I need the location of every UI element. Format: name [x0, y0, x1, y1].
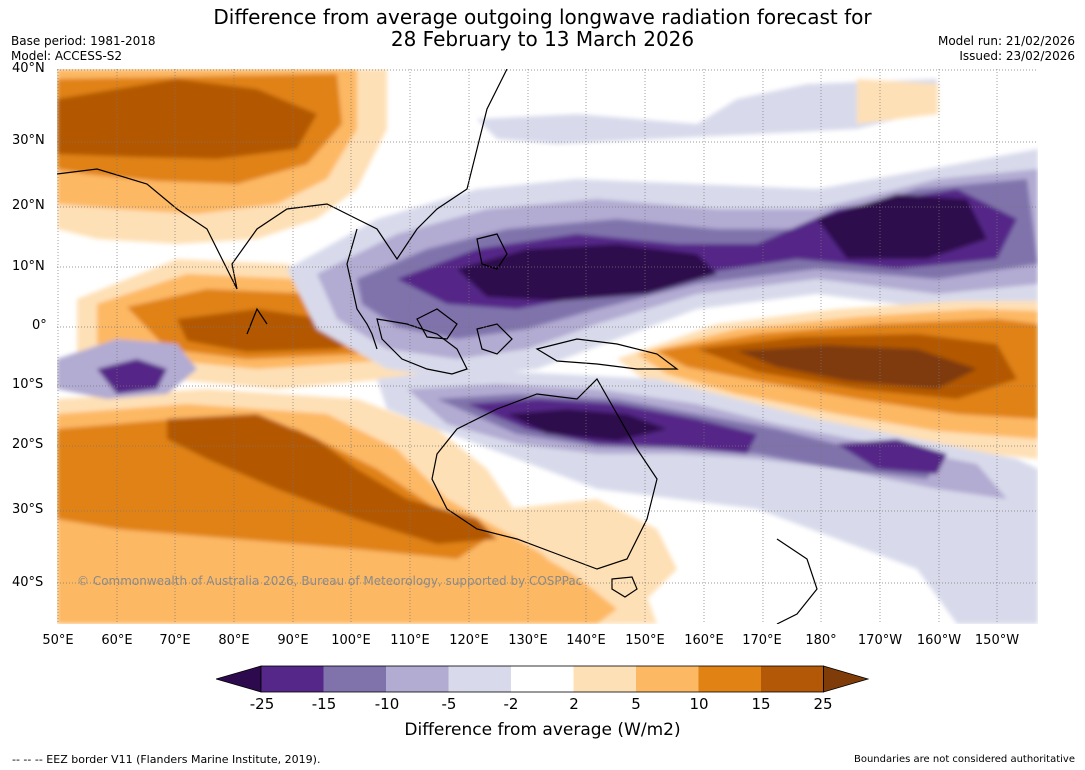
colorbar-title: Difference from average (W/m2) — [404, 720, 681, 740]
map-canvas — [57, 69, 1038, 624]
colorbar-bin-8 — [698, 666, 761, 692]
colorbar-lower-arrow — [216, 665, 262, 693]
lon-label-70e: 70°E — [159, 633, 191, 648]
lon-label-150w: 150°W — [974, 633, 1020, 648]
colorbar-tick-2: 2 — [569, 695, 579, 713]
coastlines — [57, 69, 818, 624]
colorbar-tick-m25: -25 — [249, 695, 275, 713]
lon-label-130e: 130°E — [508, 633, 548, 648]
colorbar-bin-6 — [573, 666, 636, 692]
lat-label-10n: 10°N — [12, 259, 45, 274]
model-name: Model: ACCESS-S2 — [11, 49, 123, 63]
anomaly-fields — [57, 69, 1038, 624]
lon-label-140e: 140°E — [566, 633, 606, 648]
lon-label-100e: 100°E — [331, 633, 371, 648]
graticule — [57, 69, 1038, 624]
olr-anomaly-map — [57, 69, 1038, 624]
colorbar-tick-5: 5 — [631, 695, 641, 713]
colorbar — [216, 665, 870, 693]
lat-label-equator: 0° — [32, 318, 47, 333]
lon-label-160w: 160°W — [916, 633, 962, 648]
colorbar-bin-2 — [323, 666, 386, 692]
copyright-notice: © Commonwealth of Australia 2026, Bureau… — [77, 574, 583, 588]
colorbar-bin-9 — [761, 666, 824, 692]
colorbar-bin-5 — [511, 666, 574, 692]
lon-label-90e: 90°E — [277, 633, 309, 648]
lat-label-40n: 40°N — [12, 61, 45, 76]
model-run: Model run: 21/02/2026 — [937, 34, 1075, 48]
lon-label-160e: 160°E — [684, 633, 724, 648]
colorbar-bin-3 — [386, 666, 449, 692]
colorbar-tick-10: 10 — [689, 695, 709, 713]
map-title-line1: Difference from average outgoing longwav… — [213, 5, 872, 29]
lon-label-150e: 150°E — [625, 633, 665, 648]
lat-label-20s: 20°S — [12, 437, 44, 452]
base-period: Base period: 1981-2018 — [11, 34, 156, 48]
colorbar-tick-15: 15 — [751, 695, 771, 713]
lon-label-120e: 120°E — [449, 633, 489, 648]
lon-label-50e: 50°E — [42, 633, 74, 648]
boundaries-disclaimer: Boundaries are not considered authoritat… — [853, 754, 1075, 765]
colorbar-tick-m10: -10 — [374, 695, 400, 713]
lon-label-180: 180° — [805, 633, 837, 648]
lat-label-30n: 30°N — [12, 133, 45, 148]
lon-label-80e: 80°E — [218, 633, 250, 648]
lon-label-170e: 170°E — [742, 633, 782, 648]
lat-label-20n: 20°N — [12, 198, 45, 213]
colorbar-tick-m15: -15 — [311, 695, 337, 713]
colorbar-upper-arrow — [823, 665, 870, 693]
colorbar-tick-m2: -2 — [503, 695, 519, 713]
map-title-line2: 28 February to 13 March 2026 — [390, 27, 695, 51]
colorbar-bin-7 — [636, 666, 699, 692]
eez-border-note: -- -- -- EEZ border V11 (Flanders Marine… — [12, 753, 321, 766]
lon-label-110e: 110°E — [390, 633, 430, 648]
colorbar-bin-4 — [448, 666, 511, 692]
colorbar-bin-1 — [261, 666, 324, 692]
issued-date: Issued: 23/02/2026 — [959, 49, 1075, 63]
colorbar-tick-m5: -5 — [441, 695, 457, 713]
lon-label-170w: 170°W — [857, 633, 903, 648]
colorbar-tick-25: 25 — [813, 695, 833, 713]
lat-label-30s: 30°S — [12, 502, 44, 517]
lat-label-10s: 10°S — [12, 377, 44, 392]
lat-label-40s: 40°S — [12, 575, 44, 590]
lon-label-60e: 60°E — [101, 633, 133, 648]
